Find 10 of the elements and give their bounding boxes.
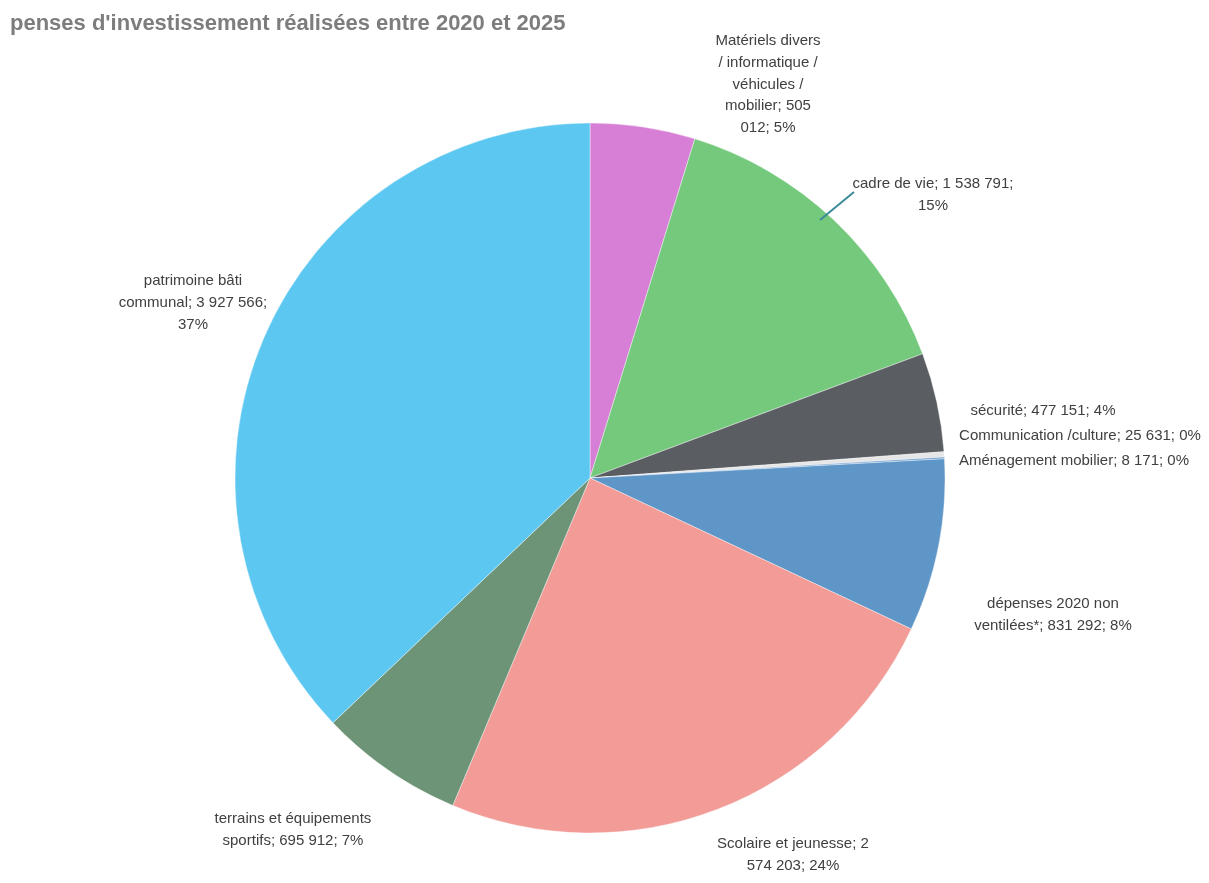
slice-label: dépenses 2020 non ventilées*; 831 292; 8%: [974, 594, 1132, 633]
slice-label: terrains et équipements sportifs; 695 912; 7%: [214, 809, 372, 848]
slice-label: Aménagement mobilier; 8 171; 0%: [958, 451, 1190, 468]
slice-label: Matériels divers / informatique / véhicules / mobilier; 505 012; 5%: [715, 31, 821, 135]
chart-title: penses d'investissement réalisées entre 2020 et 2025: [10, 10, 566, 35]
slice-label: patrimoine bâti communal; 3 927 566; 37%: [118, 271, 268, 332]
slice-label: Scolaire et jeunesse; 2 574 203; 24%: [717, 834, 869, 873]
slice-label: cadre de vie; 1 538 791; 15%: [852, 174, 1014, 213]
slice-label: sécurité; 477 151; 4%: [970, 401, 1116, 418]
slice-label: Communication /culture; 25 631; 0%: [959, 426, 1201, 443]
